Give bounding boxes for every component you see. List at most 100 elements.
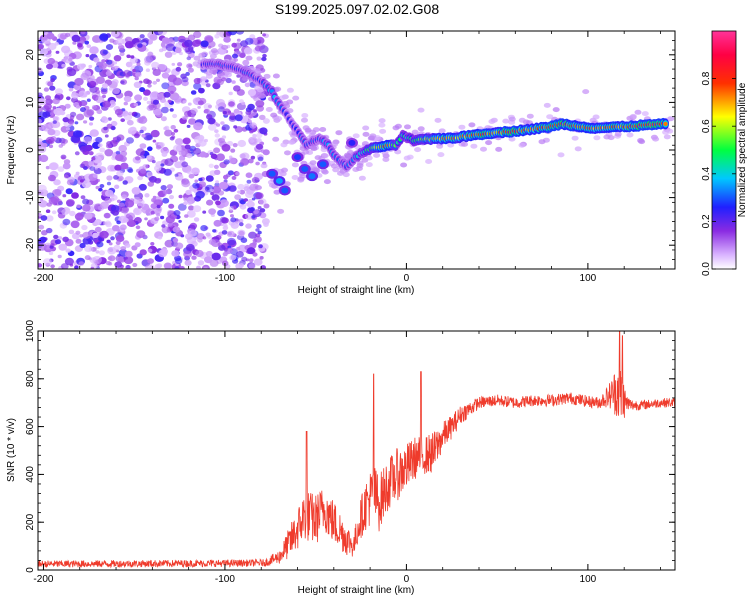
noise-cell xyxy=(232,205,237,209)
noise-cell xyxy=(66,199,75,207)
noise-cell xyxy=(247,158,254,164)
noise-cell xyxy=(239,189,246,195)
noise-cell xyxy=(129,198,135,203)
noise-cell xyxy=(180,145,187,151)
noise-cell xyxy=(49,85,56,91)
noise-cell xyxy=(205,175,214,182)
noise-cell xyxy=(143,96,148,101)
noise-cell xyxy=(45,98,53,105)
noise-cell xyxy=(259,114,266,121)
halo-cell xyxy=(438,128,446,134)
halo-cell xyxy=(468,122,476,128)
halo-cell xyxy=(518,117,526,123)
noise-cell xyxy=(94,226,102,233)
noise-cell xyxy=(227,31,238,36)
feature-core xyxy=(275,177,283,184)
noise-cell xyxy=(132,196,142,205)
noise-cell xyxy=(253,209,259,215)
noise-cell xyxy=(53,234,59,240)
halo-cell xyxy=(552,107,560,113)
spectrogram-xtick-label: 100 xyxy=(580,273,597,284)
noise-cell xyxy=(62,162,71,170)
halo-cell xyxy=(272,73,280,79)
noise-cell xyxy=(91,156,96,161)
noise-cell xyxy=(207,117,216,125)
noise-cell xyxy=(178,155,186,161)
noise-cell xyxy=(126,137,134,144)
noise-cell xyxy=(213,164,219,169)
noise-cell xyxy=(80,31,86,35)
noise-cell xyxy=(261,56,267,62)
noise-cell xyxy=(196,265,201,269)
noise-cell xyxy=(167,85,177,94)
noise-cell xyxy=(157,235,163,240)
noise-cell xyxy=(151,61,160,69)
noise-cell xyxy=(162,220,168,225)
noise-cell xyxy=(147,248,153,253)
noise-cell xyxy=(105,70,113,76)
feature-core xyxy=(281,187,289,194)
noise-cell xyxy=(138,183,147,191)
noise-cell xyxy=(217,242,223,247)
ridge-core xyxy=(663,121,668,126)
noise-cell xyxy=(228,157,237,164)
noise-cell xyxy=(152,69,161,76)
noise-cell xyxy=(143,89,151,96)
noise-cell xyxy=(106,59,113,65)
noise-cell xyxy=(202,210,207,214)
noise-cell xyxy=(135,71,142,78)
noise-cell xyxy=(118,44,125,51)
noise-cell xyxy=(70,220,80,229)
noise-cell xyxy=(251,197,256,201)
snr-ytick-label: 800 xyxy=(25,370,36,387)
noise-cell xyxy=(43,258,52,266)
noise-cell xyxy=(49,112,54,116)
noise-cell xyxy=(244,212,254,220)
spectrogram-xlabel: Height of straight line (km) xyxy=(298,285,415,296)
halo-cell xyxy=(280,142,288,148)
noise-cell xyxy=(219,216,228,223)
noise-cell xyxy=(121,194,128,200)
halo-cell xyxy=(286,99,294,105)
noise-cell xyxy=(232,53,238,59)
noise-cell xyxy=(124,36,133,43)
noise-cell xyxy=(208,163,214,168)
spectrogram-ylabel: Frequency (Hz) xyxy=(6,116,17,185)
halo-cell xyxy=(344,152,351,158)
noise-cell xyxy=(223,159,230,165)
noise-cell xyxy=(247,119,252,124)
noise-cell xyxy=(149,54,157,61)
noise-cell xyxy=(230,217,237,223)
noise-cell xyxy=(120,162,129,170)
noise-cell xyxy=(147,146,153,152)
halo-cell xyxy=(592,114,600,120)
noise-cell xyxy=(245,223,252,229)
figure-title: S199.2025.097.02.02.G08 xyxy=(275,1,439,17)
noise-cell xyxy=(229,254,237,261)
noise-cell xyxy=(141,133,146,138)
noise-cell xyxy=(223,224,228,228)
noise-cell xyxy=(262,118,270,124)
noise-cell xyxy=(107,246,117,255)
noise-cell xyxy=(62,117,69,123)
noise-cell xyxy=(61,156,66,160)
noise-cell xyxy=(239,204,247,210)
noise-cell xyxy=(164,125,170,131)
noise-cell xyxy=(46,202,52,207)
noise-cell xyxy=(221,77,227,82)
noise-cell xyxy=(39,236,47,243)
noise-cell xyxy=(173,128,179,133)
halo-cell xyxy=(224,72,232,78)
noise-cell xyxy=(138,116,148,124)
halo-cell xyxy=(593,135,601,141)
noise-cell xyxy=(150,210,155,215)
noise-cell xyxy=(183,201,188,205)
noise-cell xyxy=(211,194,220,202)
noise-cell xyxy=(154,216,160,221)
noise-cell xyxy=(221,124,230,131)
noise-cell xyxy=(79,179,84,183)
noise-cell xyxy=(50,78,55,83)
halo-cell xyxy=(274,86,282,92)
noise-cell xyxy=(249,139,255,144)
noise-cell xyxy=(45,227,53,234)
